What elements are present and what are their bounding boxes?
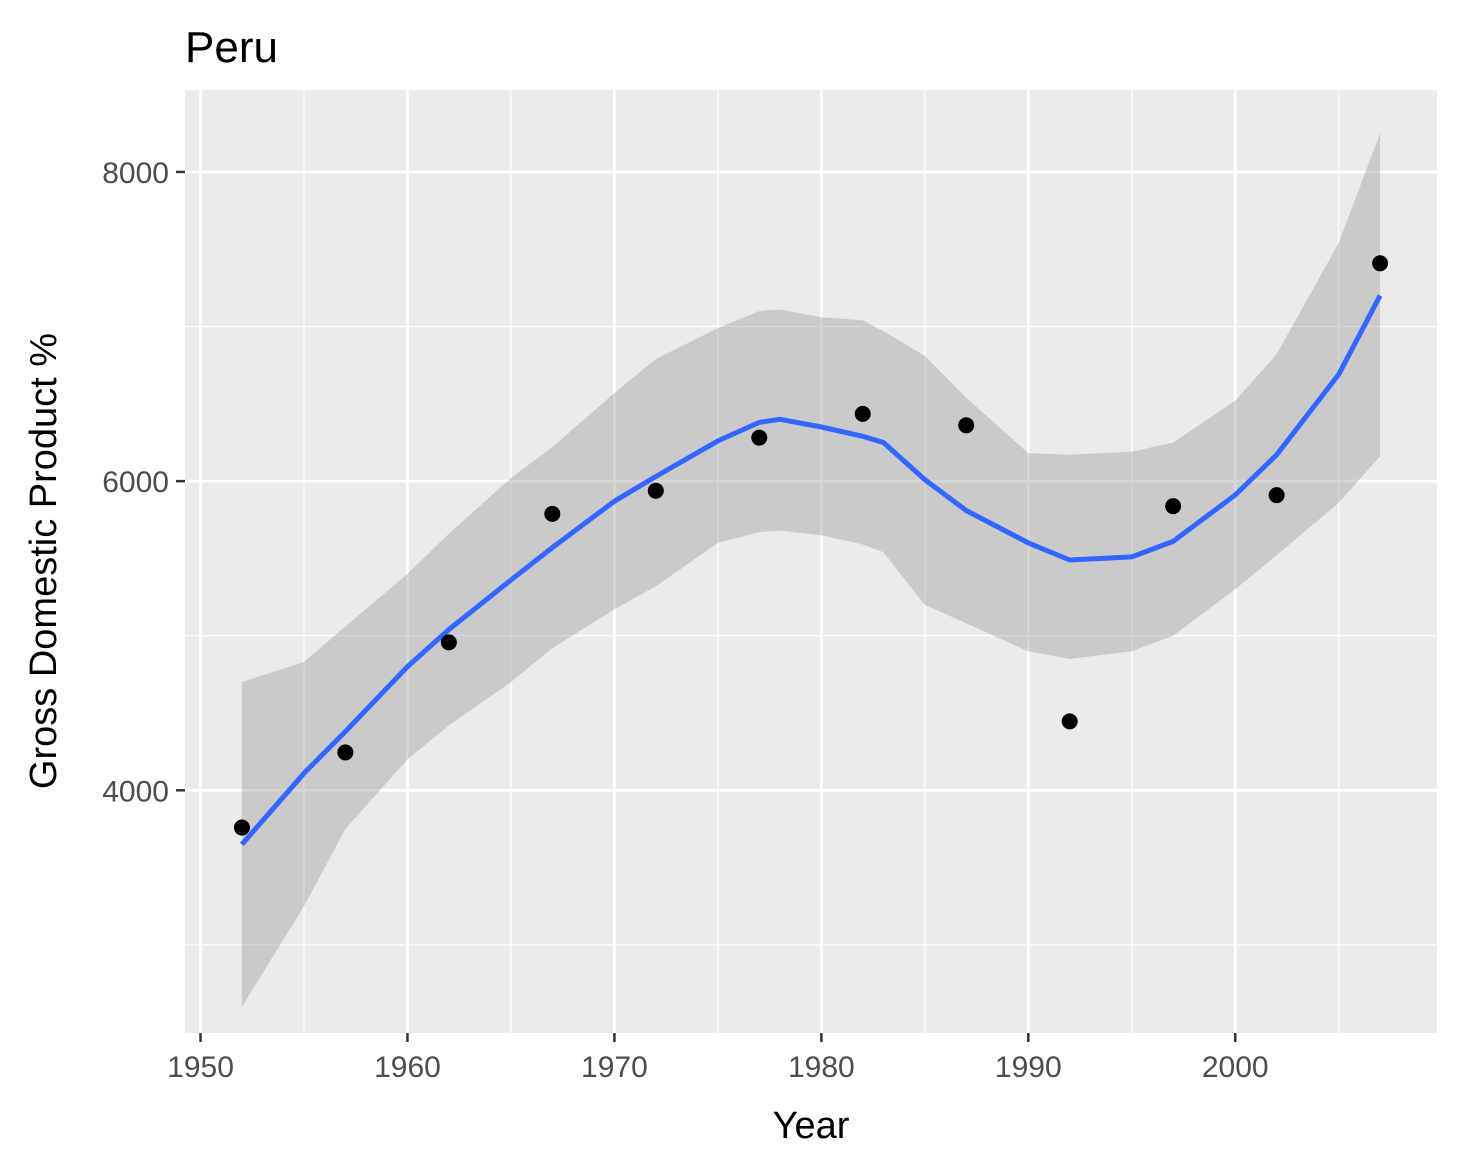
data-point [854, 405, 871, 422]
data-point [544, 505, 561, 522]
data-point [337, 744, 354, 761]
data-point [440, 634, 457, 651]
x-axis-title: Year [773, 1105, 850, 1147]
data-point [751, 429, 768, 446]
x-tick-label: 1970 [581, 1051, 648, 1084]
data-points [233, 255, 1389, 836]
confidence-ribbon [241, 133, 1381, 1007]
chart-title: Peru [185, 23, 278, 72]
y-tick-label: 8000 [102, 157, 169, 190]
data-point [1061, 713, 1078, 730]
data-point [233, 819, 250, 836]
y-tick-label: 6000 [102, 466, 169, 499]
y-tick-label: 4000 [102, 775, 169, 808]
x-tick-label: 1950 [167, 1051, 234, 1084]
minor-gridlines [185, 90, 1437, 1033]
data-point [1268, 487, 1285, 504]
data-point [647, 482, 664, 499]
plot-panel [185, 90, 1437, 1033]
major-gridlines [185, 90, 1437, 1033]
data-point [1165, 498, 1182, 515]
data-point [958, 417, 975, 434]
x-tick-label: 1990 [995, 1051, 1062, 1084]
smooth-trend-line [240, 294, 1383, 847]
x-axis: 1950 1960 1970 1980 1990 2000 [167, 1033, 1269, 1084]
x-tick-label: 1980 [788, 1051, 855, 1084]
x-tick-label: 2000 [1202, 1051, 1269, 1084]
y-axis: 4000 6000 8000 [102, 157, 185, 808]
y-axis-title: Gross Domestic Product % [23, 333, 65, 789]
data-point [1372, 255, 1389, 272]
x-tick-label: 1960 [374, 1051, 441, 1084]
